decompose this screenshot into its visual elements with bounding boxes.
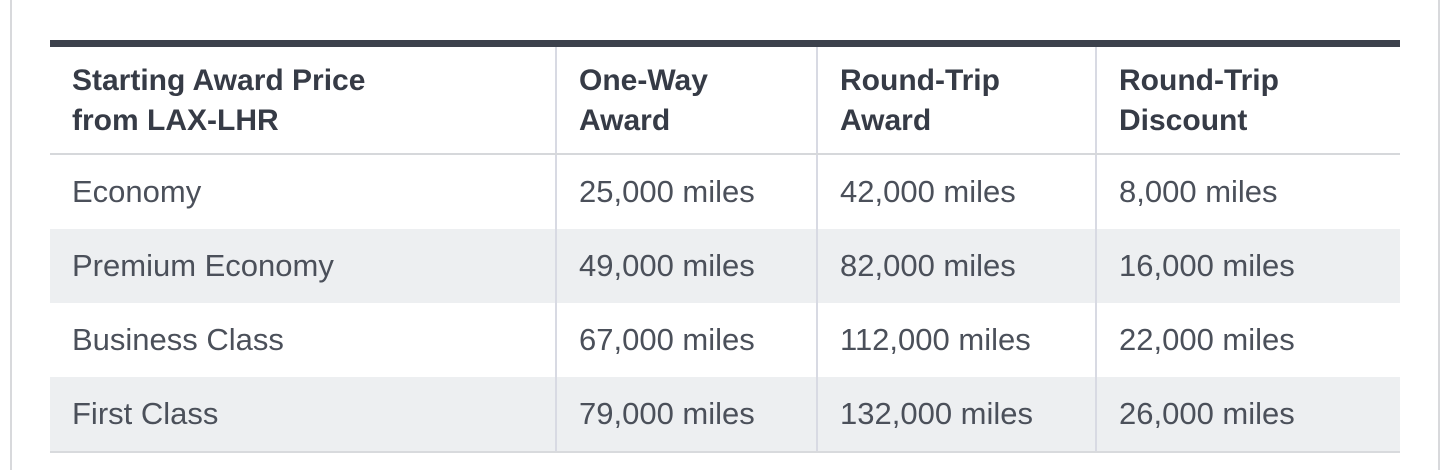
left-page-edge-divider xyxy=(10,0,12,470)
header-line: Round-Trip xyxy=(1119,64,1279,97)
header-line: One-Way xyxy=(579,64,708,97)
cell-discount: 8,000 miles xyxy=(1095,154,1400,229)
cell-discount: 26,000 miles xyxy=(1095,377,1400,453)
cell-one-way: 25,000 miles xyxy=(555,154,817,229)
cell-round-trip: 132,000 miles xyxy=(816,377,1096,453)
column-header-round-trip-award: Round-Trip Award xyxy=(816,43,1096,155)
cell-round-trip: 42,000 miles xyxy=(816,154,1096,229)
column-header-one-way-award: One-Way Award xyxy=(555,43,817,155)
cell-cabin: Business Class xyxy=(50,303,556,377)
cell-discount: 22,000 miles xyxy=(1095,303,1400,377)
award-price-table: Starting Award Price from LAX-LHR One-Wa… xyxy=(50,40,1400,453)
cell-cabin: Premium Economy xyxy=(50,229,556,303)
header-line: Discount xyxy=(1119,104,1248,137)
header-row: Starting Award Price from LAX-LHR One-Wa… xyxy=(50,43,1400,155)
table-row-premium-economy: Premium Economy 49,000 miles 82,000 mile… xyxy=(50,229,1400,303)
cell-round-trip: 112,000 miles xyxy=(816,303,1096,377)
column-header-round-trip-discount: Round-Trip Discount xyxy=(1095,43,1400,155)
header-line: Starting Award Price xyxy=(72,64,366,97)
header-line: from LAX-LHR xyxy=(72,104,279,137)
cell-cabin: First Class xyxy=(50,377,556,453)
cell-discount: 16,000 miles xyxy=(1095,229,1400,303)
table-row-economy: Economy 25,000 miles 42,000 miles 8,000 … xyxy=(50,154,1400,229)
cell-cabin: Economy xyxy=(50,154,556,229)
header-line: Round-Trip xyxy=(840,64,1000,97)
right-page-edge-divider xyxy=(1438,0,1440,470)
table-row-business-class: Business Class 67,000 miles 112,000 mile… xyxy=(50,303,1400,377)
column-header-route: Starting Award Price from LAX-LHR xyxy=(50,43,556,155)
table-row-first-class: First Class 79,000 miles 132,000 miles 2… xyxy=(50,377,1400,453)
cell-round-trip: 82,000 miles xyxy=(816,229,1096,303)
cell-one-way: 49,000 miles xyxy=(555,229,817,303)
header-line: Award xyxy=(840,104,932,137)
cell-one-way: 79,000 miles xyxy=(555,377,817,453)
cell-one-way: 67,000 miles xyxy=(555,303,817,377)
header-line: Award xyxy=(579,104,671,137)
